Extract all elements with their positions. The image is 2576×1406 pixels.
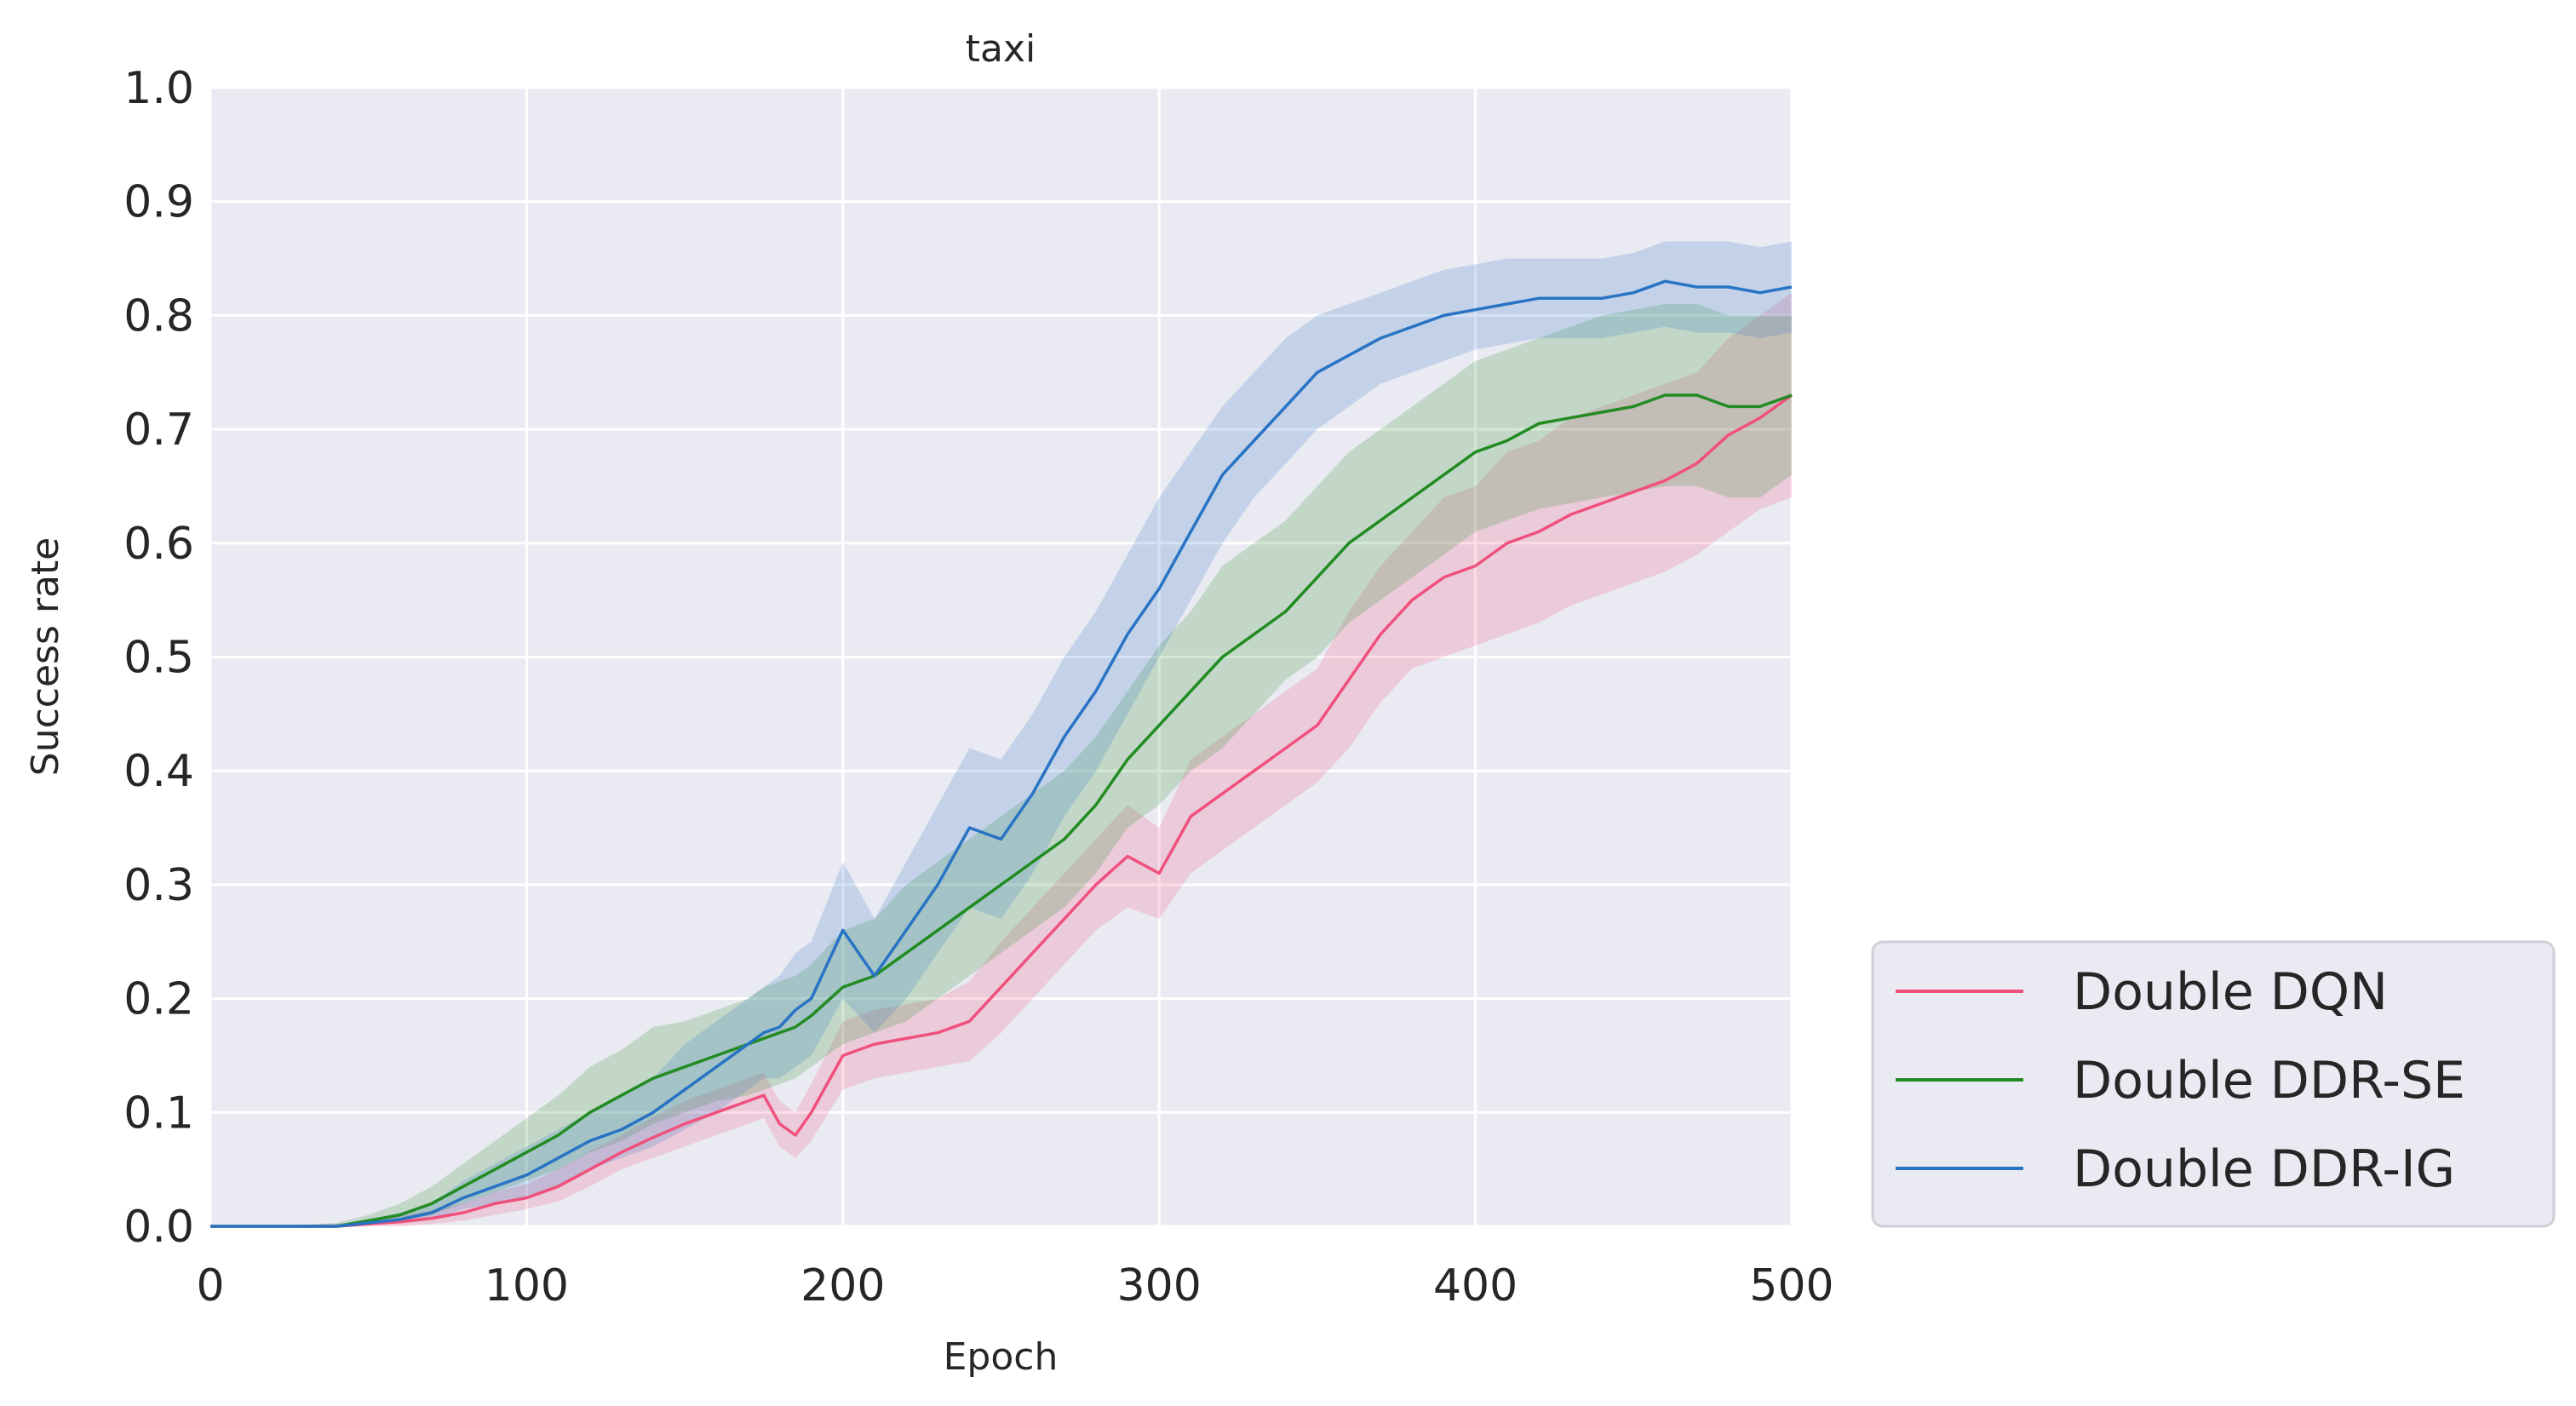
y-tick-label: 1.0: [123, 63, 194, 114]
chart-title: taxi: [966, 27, 1036, 71]
y-tick-label: 0.2: [123, 974, 194, 1025]
y-tick-label: 0.7: [123, 405, 194, 456]
grid: [209, 86, 1793, 1228]
y-tick-label: 0.4: [123, 746, 194, 797]
legend: Double DQN Double DDR-SE Double DDR-IG: [1871, 940, 2556, 1228]
series-line-2: [210, 393, 1793, 1228]
series-line-1: [210, 393, 1793, 1228]
x-tick-label: 300: [1117, 1260, 1202, 1311]
legend-box: [1871, 940, 2556, 1228]
confidence-bands: [210, 241, 1792, 1227]
y-tick-label: 0.9: [123, 177, 194, 228]
y-tick-label: 0.3: [123, 860, 194, 911]
y-axis-label: Success rate: [24, 537, 67, 776]
y-tick-label: 0.6: [123, 519, 194, 570]
legend-label-1: Double DQN: [2073, 962, 2388, 1022]
series-lines: [210, 279, 1793, 1228]
x-tick-label: 400: [1433, 1260, 1517, 1311]
x-axis-label: Epoch: [944, 1335, 1059, 1379]
x-tick-label: 0: [196, 1260, 224, 1311]
legend-label-2: Double DDR-SE: [2073, 1051, 2465, 1110]
y-tick-label: 0.0: [123, 1202, 194, 1253]
y-tick-labels: 0.0 0.1 0.2 0.3 0.4 0.5 0.6 0.7 0.8 0.9 1.0: [123, 63, 194, 1253]
y-tick-label: 0.1: [123, 1087, 194, 1139]
y-tick-label: 0.8: [123, 290, 194, 341]
series-band-2: [210, 304, 1792, 1226]
y-tick-label: 0.5: [123, 633, 194, 684]
series-line-3: [210, 279, 1793, 1228]
legend-label-3: Double DDR-IG: [2073, 1139, 2455, 1199]
x-tick-label: 100: [485, 1260, 569, 1311]
x-tick-label: 500: [1749, 1260, 1833, 1311]
x-tick-label: 200: [800, 1260, 885, 1311]
x-tick-labels: 0 100 200 300 400 500: [196, 1260, 1833, 1311]
